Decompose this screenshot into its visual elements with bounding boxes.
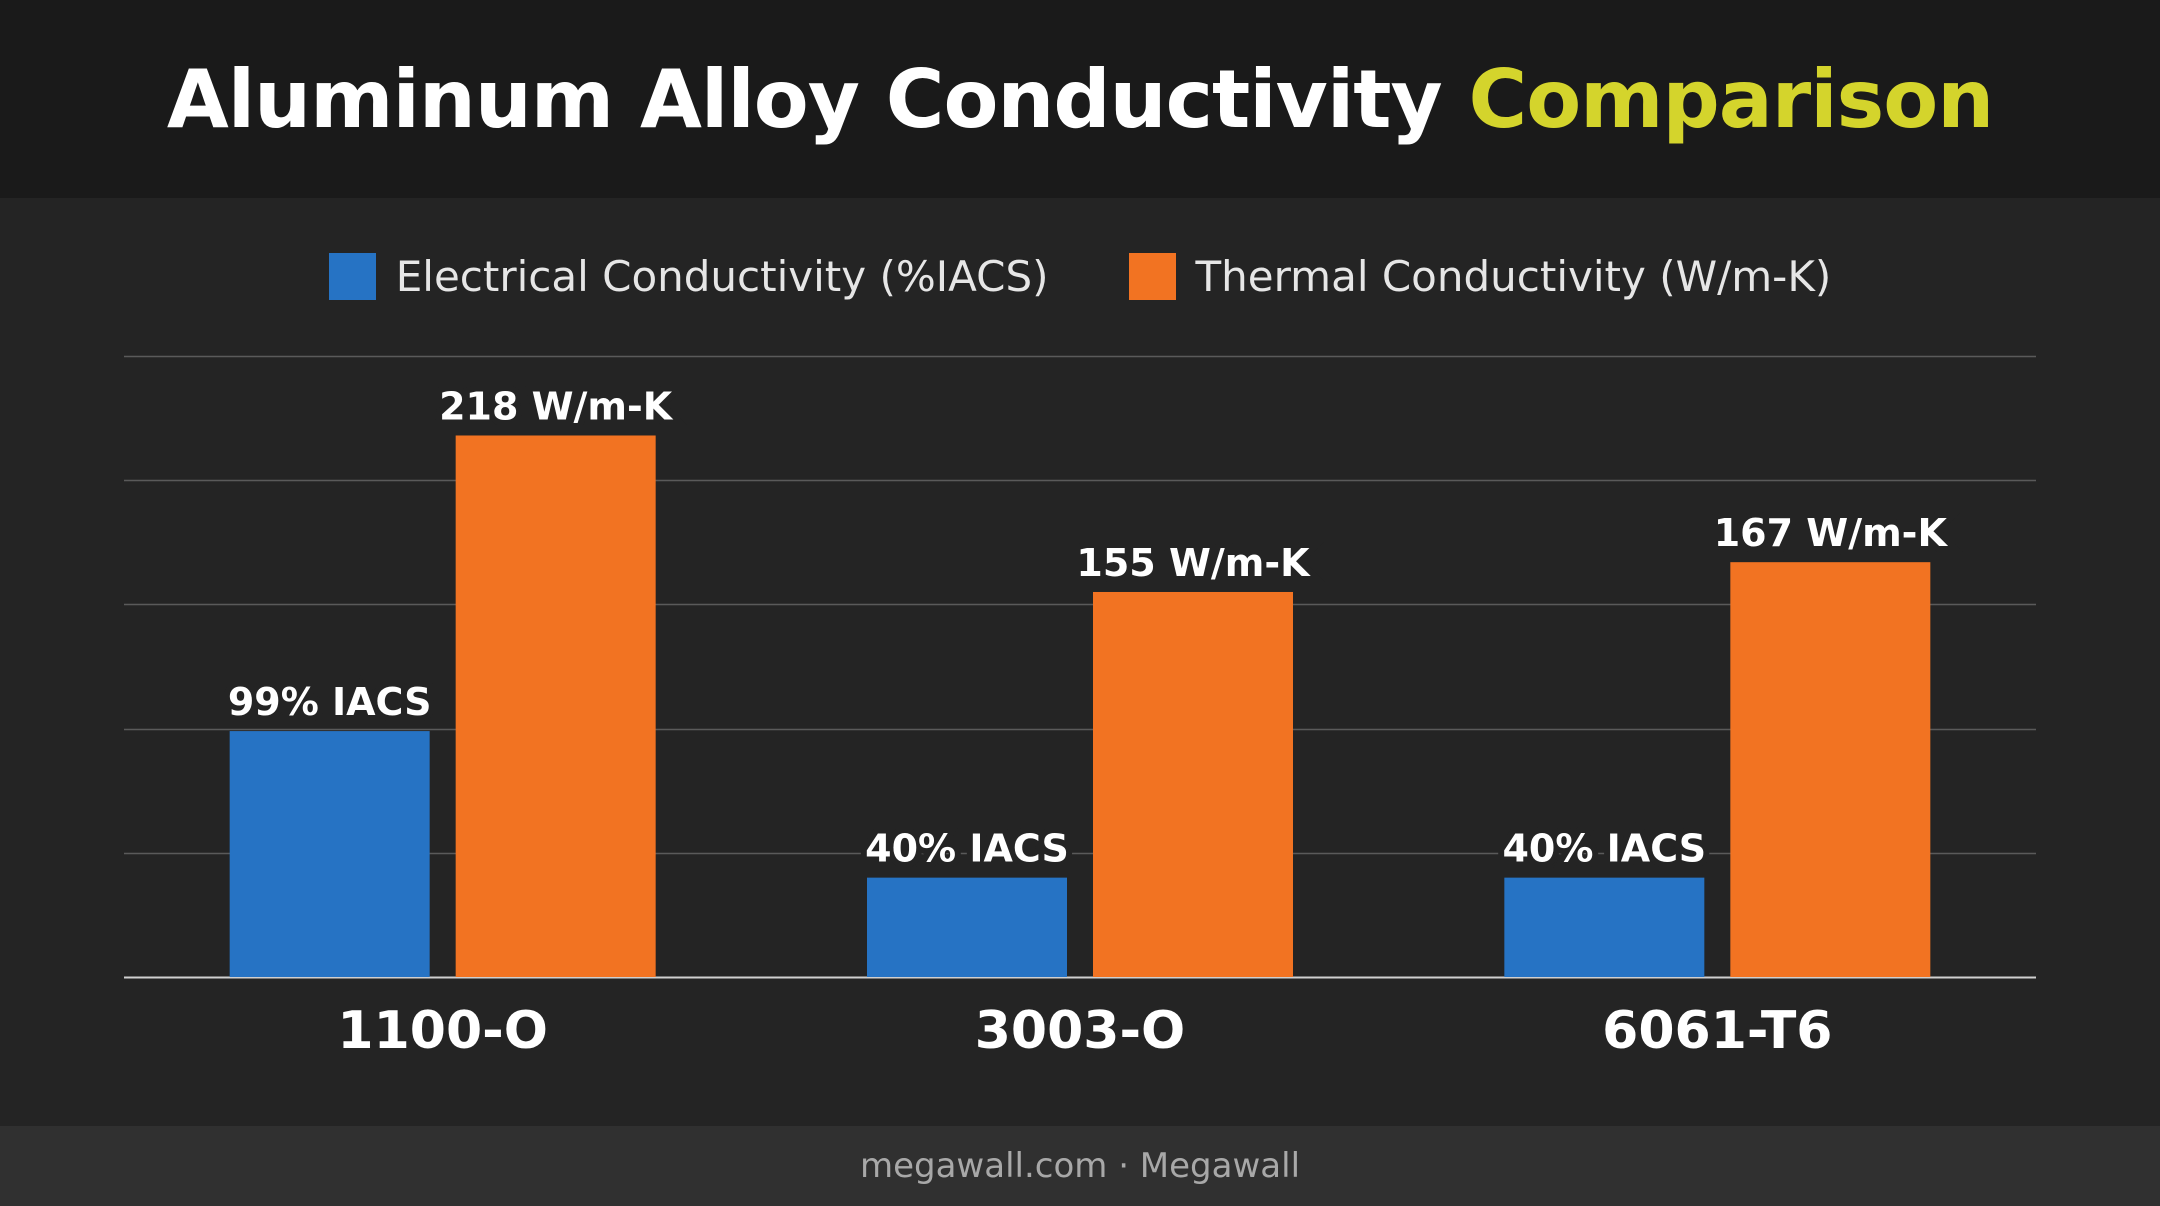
bar-thermal-1100-O [455, 435, 656, 977]
title-main: Aluminum Alloy Conductivity [166, 52, 1443, 146]
title-bar: Aluminum Alloy Conductivity Comparison [0, 0, 2160, 198]
legend-swatch-thermal [1128, 252, 1176, 300]
data-label-electrical-1100-O: 99% IACS [228, 680, 432, 724]
legend: Electrical Conductivity (%IACS) Thermal … [0, 246, 2160, 306]
legend-swatch-electrical [328, 252, 376, 300]
bar-electrical-3003-O [867, 877, 1067, 977]
footer: megawall.com · Megawall [0, 1126, 2160, 1206]
bar-electrical-6061-T6 [1504, 877, 1705, 977]
legend-item-electrical: Electrical Conductivity (%IACS) [328, 251, 1049, 301]
bar-electrical-1100-O [229, 731, 430, 977]
data-label-electrical-3003-O: 40% IACS [865, 827, 1069, 871]
x-tick-label-3003-O: 3003-O [975, 1001, 1186, 1061]
legend-item-thermal: Thermal Conductivity (W/m-K) [1128, 251, 1832, 301]
x-tick-label-1100-O: 1100-O [337, 1001, 548, 1061]
bar-thermal-3003-O [1093, 591, 1293, 977]
data-label-thermal-6061-T6: 167 W/m-K [1714, 511, 1949, 555]
legend-label-thermal: Thermal Conductivity (W/m-K) [1195, 251, 1832, 301]
data-label-thermal-3003-O: 155 W/m-K [1076, 541, 1311, 585]
bar-thermal-6061-T6 [1730, 562, 1931, 977]
source-credit: megawall.com · Megawall [859, 1146, 1301, 1186]
title-highlight: Comparison [1468, 52, 1994, 146]
bar-chart: 99% IACS 218 W/m-K 1100-O 40% IACS 155 W/m-K… [124, 355, 2036, 1061]
legend-label-electrical: Electrical Conductivity (%IACS) [395, 251, 1049, 301]
chart-title: Aluminum Alloy Conductivity Comparison [166, 52, 1994, 146]
x-tick-label-6061-T6: 6061-T6 [1602, 1001, 1832, 1061]
data-label-thermal-1100-O: 218 W/m-K [439, 384, 674, 428]
data-label-electrical-6061-T6: 40% IACS [1502, 827, 1706, 871]
